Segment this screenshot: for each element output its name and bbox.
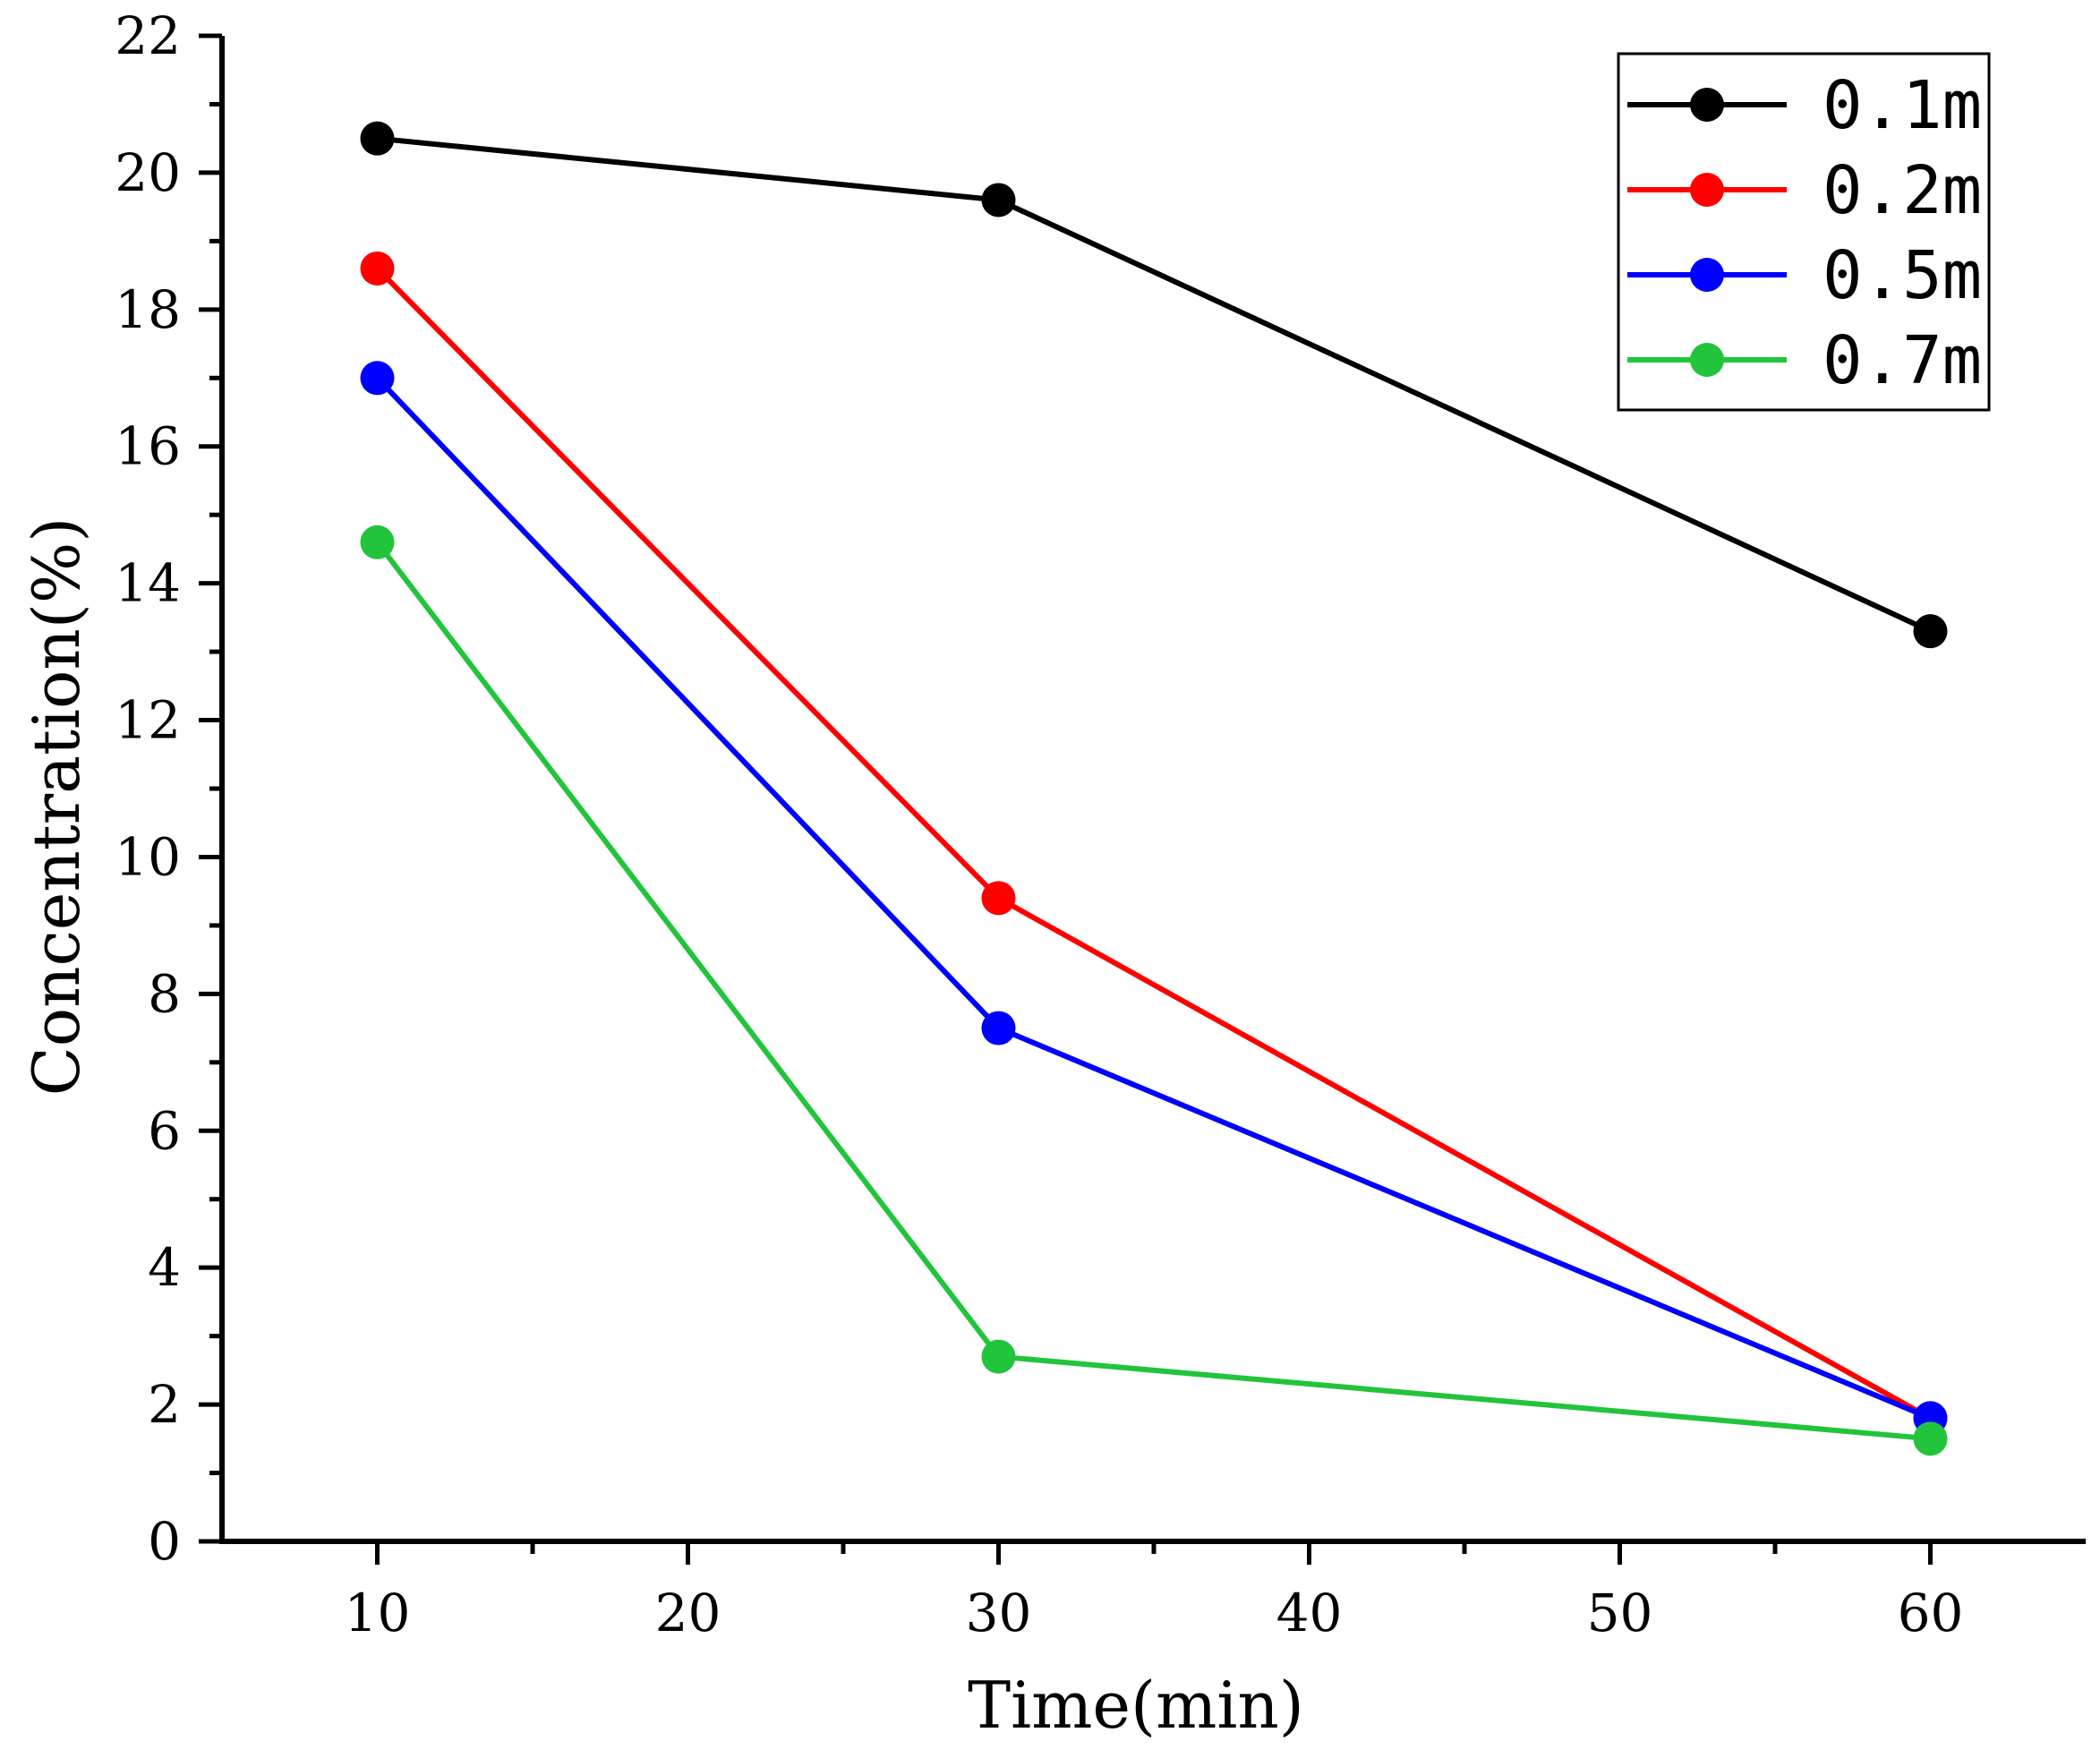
data-point <box>981 1011 1016 1045</box>
legend-label: 0.7m <box>1823 322 1982 399</box>
y-tick-label: 12 <box>115 690 181 751</box>
series-0-7m <box>360 525 1948 1456</box>
axes: 0 2 4 6 8 10 12 14 16 18 20 22 10 20 30 40 50 60 <box>115 5 2086 1643</box>
legend-item: 0.7m <box>1627 322 1982 399</box>
legend-label: 0.1m <box>1823 67 1982 144</box>
series-0-5m <box>360 361 1948 1436</box>
data-point <box>360 121 395 156</box>
series-line <box>375 540 1931 1442</box>
data-point <box>360 525 395 559</box>
data-point <box>1913 1421 1948 1456</box>
legend: 0.1m 0.2m 0.5m 0.7m <box>1617 52 1991 412</box>
y-tick-label: 18 <box>115 279 181 340</box>
series-line <box>375 376 1932 1421</box>
legend-marker <box>1690 173 1724 207</box>
x-tick-label: 40 <box>1276 1583 1343 1643</box>
data-point <box>1913 614 1948 649</box>
x-tick-label: 30 <box>966 1583 1032 1643</box>
y-tick-label: 8 <box>148 963 181 1024</box>
y-tick-label: 20 <box>115 142 181 203</box>
legend-marker <box>1690 258 1724 292</box>
legend-item: 0.2m <box>1627 152 1982 229</box>
x-tick-label: 10 <box>345 1583 411 1643</box>
legend-marker <box>1690 343 1724 377</box>
y-tick-label: 22 <box>115 5 181 66</box>
y-axis-title: Concentration(%) <box>19 517 94 1097</box>
y-tick-label: 2 <box>148 1374 181 1435</box>
y-tick-label: 6 <box>148 1100 181 1161</box>
x-tick-label: 20 <box>655 1583 721 1643</box>
series-0-1m <box>360 121 1948 649</box>
series-layer <box>360 121 1948 1456</box>
y-tick-label: 0 <box>148 1511 181 1572</box>
legend-item: 0.1m <box>1627 67 1982 144</box>
y-tick-label: 14 <box>115 553 181 614</box>
legend-box <box>1617 52 1991 412</box>
data-point <box>360 251 395 286</box>
data-point <box>981 1339 1016 1374</box>
y-tick-label: 4 <box>148 1237 181 1298</box>
x-axis-title: Time(min) <box>968 1668 1304 1743</box>
data-point <box>981 881 1016 916</box>
y-tick-label: 16 <box>115 416 181 477</box>
x-tick-label: 60 <box>1898 1583 1964 1643</box>
data-point <box>981 183 1016 218</box>
data-point <box>360 361 395 396</box>
x-tick-label: 50 <box>1587 1583 1653 1643</box>
legend-marker <box>1690 88 1724 122</box>
legend-label: 0.5m <box>1823 237 1982 314</box>
legend-item: 0.5m <box>1627 237 1982 314</box>
series-0-2m <box>360 251 1948 1436</box>
y-tick-label: 10 <box>115 826 181 887</box>
legend-label: 0.2m <box>1823 152 1982 229</box>
